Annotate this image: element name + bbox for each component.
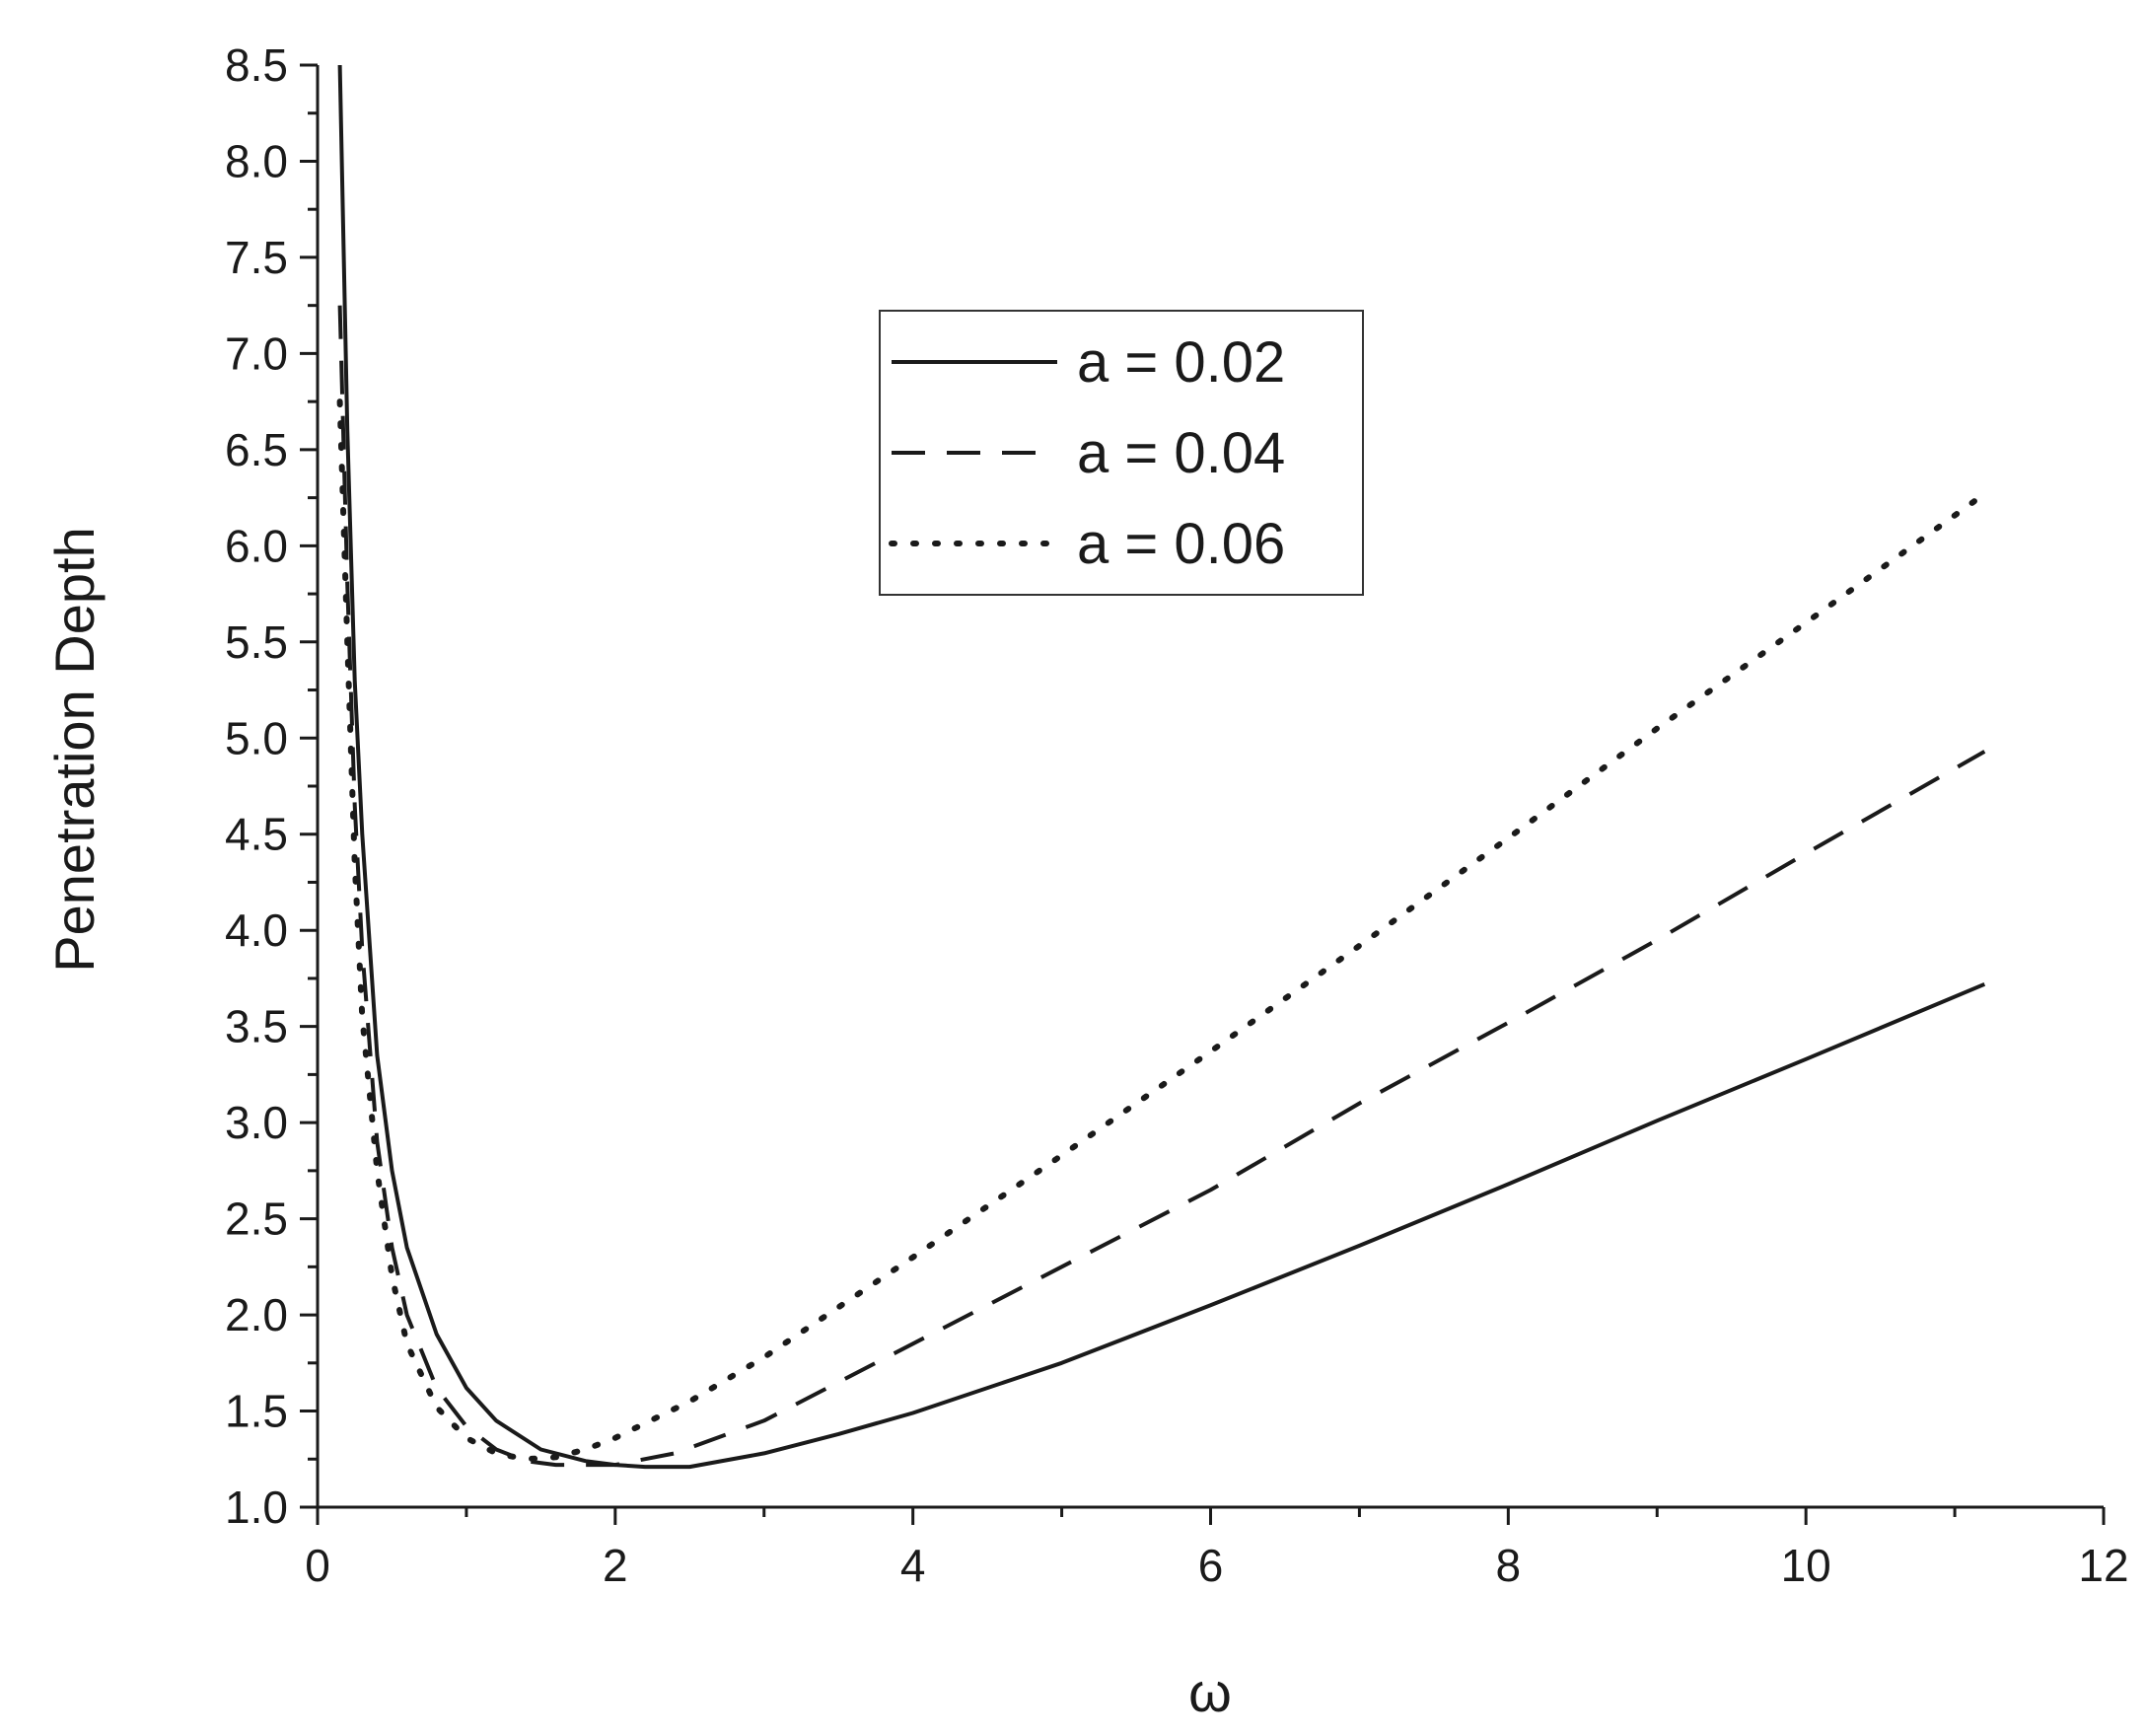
legend-label-2: a = 0.04: [1077, 421, 1285, 485]
series-line-1: [337, 64, 1986, 1470]
x-tick-label: 0: [305, 1540, 330, 1591]
legend: a = 0.02 a = 0.04 a = 0.06: [879, 310, 1364, 596]
x-axis-title: ω: [1188, 1661, 1232, 1723]
legend-label-1: a = 0.02: [1077, 330, 1285, 395]
x-tick-label: 4: [900, 1540, 926, 1591]
y-tick-label: 7.5: [225, 232, 288, 283]
y-tick-label: 3.5: [225, 1001, 288, 1052]
y-tick-label: 8.5: [225, 39, 288, 91]
x-tick-label: 12: [2078, 1540, 2128, 1591]
x-tick-label: 6: [1198, 1540, 1224, 1591]
y-tick-label: 5.0: [225, 712, 288, 763]
y-tick-label: 8.0: [225, 135, 288, 186]
y-tick-label: 2.0: [225, 1289, 288, 1340]
y-tick-label: 6.0: [225, 520, 288, 571]
y-tick-label: 4.0: [225, 904, 288, 956]
y-tick-label: 1.5: [225, 1386, 288, 1437]
y-tick-label: 3.0: [225, 1097, 288, 1148]
y-tick-label: 2.5: [225, 1194, 288, 1245]
y-tick-label: 7.0: [225, 327, 288, 379]
y-tick-label: 4.5: [225, 809, 288, 860]
series-lines: [336, 64, 1988, 1470]
y-tick-label: 6.5: [225, 424, 288, 475]
y-axis-title: Penetration Depth: [43, 527, 106, 972]
y-tick-label: 5.5: [225, 616, 288, 668]
legend-label-3: a = 0.06: [1077, 512, 1285, 576]
series-line-2: [337, 305, 1986, 1468]
axes: 0 2 4 6 8 10 12 1.0 1.5 2.0 2.5 3.0 3.5 4.0 4.5 5.0 5.5 6…: [225, 39, 2129, 1591]
x-tick-label: 2: [603, 1540, 628, 1591]
x-tick-label: 8: [1496, 1540, 1522, 1591]
y-tick-label: 1.0: [225, 1482, 288, 1533]
x-tick-label: 10: [1781, 1540, 1831, 1591]
